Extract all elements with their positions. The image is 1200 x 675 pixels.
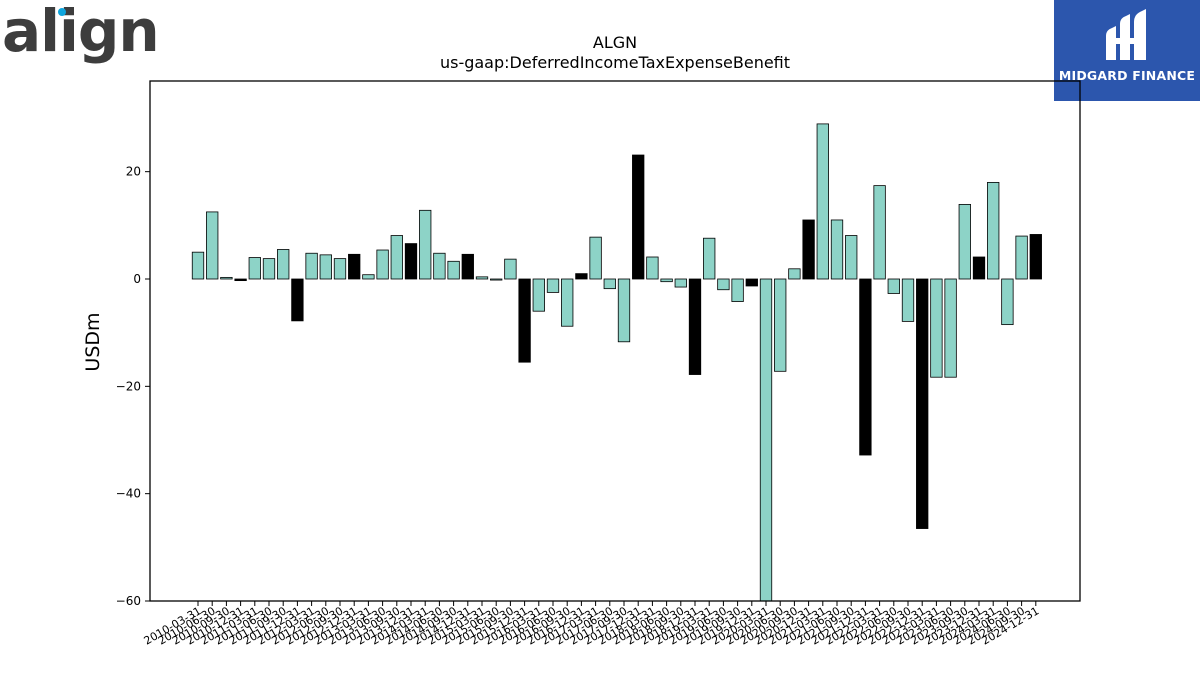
bar-2013-12-31 — [404, 243, 418, 280]
bar-2015-12-31 — [518, 278, 531, 363]
bar-2023-06-30 — [944, 278, 957, 378]
y-axis-label: USDm — [82, 312, 104, 371]
bar-2024-06-30 — [1001, 278, 1014, 326]
bar-2011-06-30 — [262, 258, 276, 280]
y-tick-label: −20 — [116, 379, 141, 393]
bar-2019-03-31 — [703, 237, 716, 280]
chart-title: ALGN — [592, 33, 638, 52]
bar-2019-12-31 — [745, 278, 758, 287]
bar-2019-09-30 — [731, 278, 744, 302]
bar-2012-06-30 — [319, 254, 332, 280]
bar-2020-09-30 — [788, 268, 801, 280]
bar-2022-12-31 — [916, 278, 929, 529]
midgard-finance-emblem-icon — [1106, 9, 1146, 60]
bar-2011-12-31 — [291, 278, 304, 322]
bar-2023-03-31 — [930, 278, 943, 378]
bar-2020-03-31 — [759, 278, 773, 602]
bar-2017-12-31 — [632, 154, 645, 280]
bar-2018-03-31 — [646, 256, 659, 280]
midgard-finance-label: MIDGARD FINANCE — [1058, 68, 1196, 83]
bar-2012-12-31 — [348, 253, 361, 280]
bar-2010-03-31 — [191, 251, 205, 280]
y-tick-label: −60 — [116, 594, 141, 608]
plot-frame — [149, 80, 1081, 602]
bar-2021-03-31 — [816, 123, 829, 280]
y-tick-label: 0 — [133, 272, 141, 286]
bar-2020-12-31 — [802, 219, 815, 280]
bar-2018-06-30 — [660, 278, 673, 283]
y-tick-label: 20 — [126, 165, 141, 179]
bar-2021-06-30 — [830, 219, 844, 280]
bar-2016-06-30 — [546, 278, 560, 293]
bar-2012-03-31 — [305, 252, 318, 280]
bar-2022-09-30 — [901, 278, 915, 322]
bar-2010-12-31 — [234, 278, 247, 282]
bar-2012-09-30 — [333, 258, 347, 280]
align-logo-dot — [58, 8, 66, 16]
bar-2022-03-31 — [873, 185, 886, 280]
axes-layer: −60−40−200202010-03-312010-06-302010-09-… — [116, 80, 1081, 648]
midgard-finance-logo: MIDGARD FINANCE — [1054, 0, 1200, 101]
bar-2017-03-31 — [589, 236, 602, 280]
bars-layer — [191, 123, 1042, 602]
bar-2024-12-31 — [1029, 234, 1042, 280]
bar-2015-06-30 — [490, 278, 503, 281]
bar-2013-03-31 — [362, 274, 375, 280]
bar-2024-09-30 — [1015, 235, 1028, 280]
bar-2014-03-31 — [419, 209, 432, 280]
bar-2020-06-30 — [774, 278, 787, 372]
bar-2021-12-31 — [859, 278, 872, 456]
bar-2011-03-31 — [248, 257, 261, 280]
bar-2010-06-30 — [206, 211, 219, 280]
bar-2016-03-31 — [532, 278, 545, 312]
bar-2013-09-30 — [390, 235, 403, 280]
bar-2017-09-30 — [617, 278, 631, 343]
align-logo: align — [2, 0, 160, 65]
y-tick-label: −40 — [116, 487, 141, 501]
bar-2014-06-30 — [433, 252, 446, 280]
bar-2019-06-30 — [717, 278, 730, 291]
bar-2017-06-30 — [603, 278, 616, 290]
chart-subtitle: us-gaap:DeferredIncomeTaxExpenseBenefit — [439, 53, 791, 72]
bar-2016-12-31 — [575, 273, 588, 280]
bar-2014-12-31 — [461, 253, 474, 280]
bar-2011-09-30 — [277, 249, 290, 280]
bar-2018-12-31 — [688, 278, 702, 375]
bar-2016-09-30 — [561, 278, 574, 327]
bar-2018-09-30 — [674, 278, 687, 288]
bar-2010-09-30 — [220, 276, 233, 280]
bar-2015-09-30 — [504, 258, 517, 280]
bar-2023-09-30 — [958, 203, 971, 280]
bar-2022-06-30 — [887, 278, 900, 294]
bar-2013-06-30 — [376, 249, 389, 280]
bar-2014-09-30 — [447, 260, 460, 280]
bar-2015-03-31 — [475, 276, 489, 280]
bar-2023-12-31 — [972, 256, 986, 280]
bar-2024-03-31 — [987, 181, 1000, 280]
bar-2021-09-30 — [845, 235, 858, 280]
